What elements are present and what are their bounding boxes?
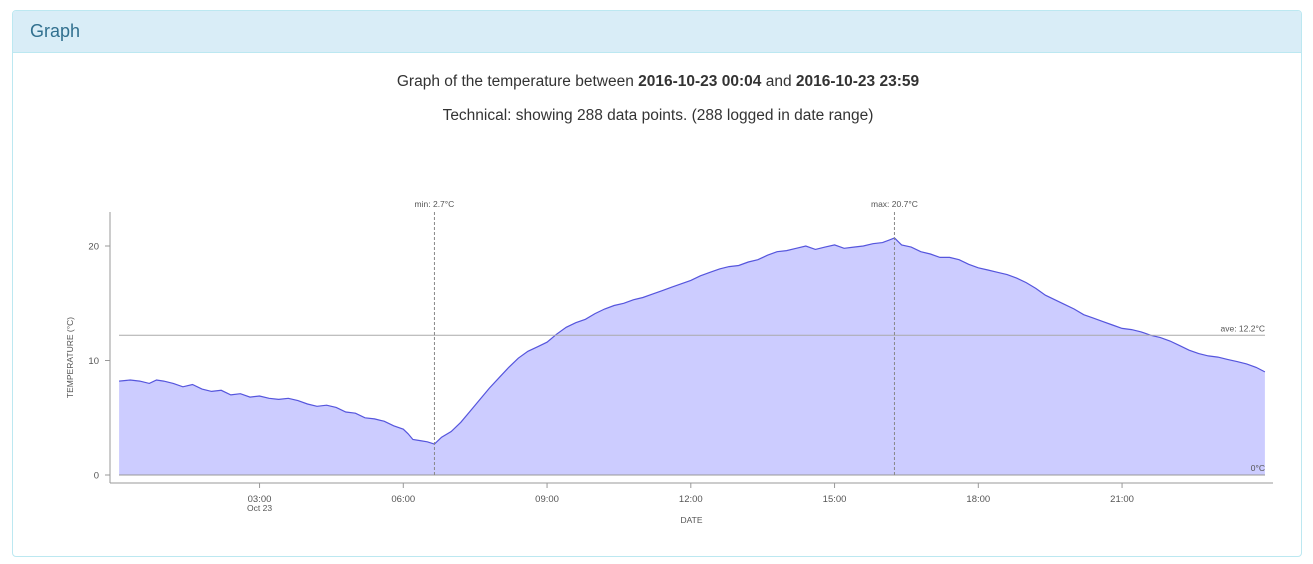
x-tick-label: 12:00 (679, 494, 703, 505)
temperature-line (119, 237, 1266, 445)
technical-info: Technical: showing 288 data points. (288… (442, 107, 874, 124)
plot-area: ave: 12.2°C 0°C min: 2.7°C max: 20.7°C (119, 199, 1266, 476)
average-label: ave: 12.2°C (1220, 323, 1265, 333)
x-tick-label: 03:00 (248, 494, 272, 505)
title-end-date: 2016-10-23 23:59 (795, 73, 920, 90)
graph-title: Graph of the temperature between 2016-10… (13, 73, 1303, 91)
title-prefix: Graph of the temperature between (396, 73, 639, 90)
y-ticks: 0 10 20 (88, 242, 110, 482)
zero-label: 0°C (1251, 463, 1265, 473)
y-tick-label: 20 (88, 242, 99, 253)
x-axis-title: DATE (680, 515, 702, 525)
axes (109, 212, 1273, 484)
title-start-date: 2016-10-23 00:04 (638, 73, 762, 90)
y-tick-label: 0 (94, 471, 99, 482)
x-tick-sublabel: Oct 23 (247, 503, 272, 513)
x-tick-label: 09:00 (535, 494, 559, 505)
min-label: min: 2.7°C (415, 199, 455, 209)
y-axis-title: TEMPERATURE (°C) (65, 317, 75, 398)
x-tick-label: 18:00 (966, 494, 990, 505)
max-label: max: 20.7°C (871, 199, 918, 209)
panel-heading: Graph (13, 11, 1301, 53)
x-tick-label: 21:00 (1110, 494, 1134, 505)
title-conjunction: and (761, 73, 796, 90)
y-tick-label: 10 (88, 356, 99, 367)
temperature-area (119, 238, 1265, 475)
x-tick-label: 15:00 (823, 494, 847, 505)
x-tick-label: 06:00 (391, 494, 415, 505)
